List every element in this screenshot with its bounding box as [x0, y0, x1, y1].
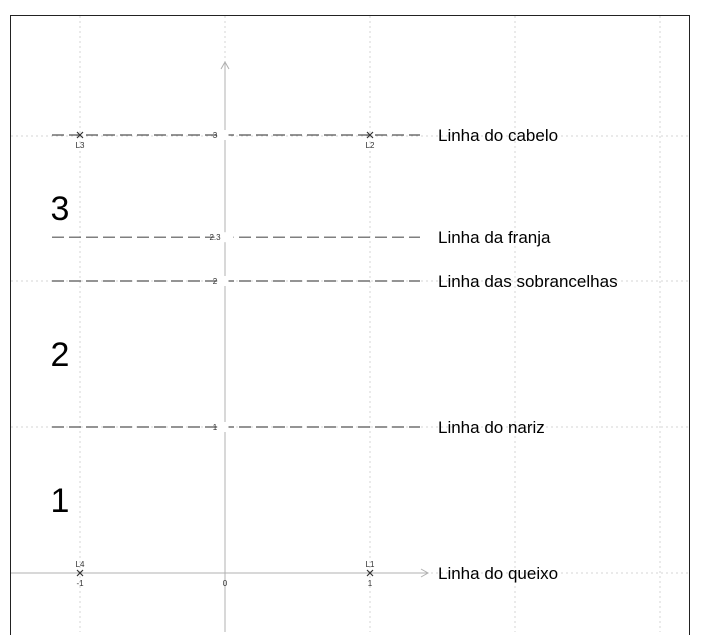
region-numbers: 1 2 3 — [51, 190, 70, 520]
region-number: 1 — [51, 482, 70, 520]
point-marker-icon — [366, 569, 374, 577]
point-marker-icon — [76, 569, 84, 577]
landmark-points: L1 L2 L3 L4 — [76, 131, 375, 577]
diagram-frame — [10, 15, 690, 635]
tick-label-bg — [214, 232, 234, 243]
point-label: L3 — [76, 141, 85, 150]
x-tick-label: 0 — [223, 579, 228, 588]
y-tick-label: 2 — [213, 277, 218, 286]
y-tick-label: 2.3 — [209, 233, 221, 242]
axis-ticks: 1 2 2.3 3 -1 0 1 — [76, 130, 373, 588]
x-tick-label: 1 — [368, 579, 373, 588]
background-grid — [11, 16, 689, 632]
guide-line-label: Linha da franja — [438, 228, 551, 247]
tick-label-bg — [219, 130, 229, 140]
guide-line-label: Linha do cabelo — [438, 126, 558, 145]
point-label: L1 — [366, 560, 375, 569]
guide-line-label: Linha do queixo — [438, 564, 558, 583]
point-label: L4 — [76, 560, 85, 569]
tick-label-bg — [219, 276, 229, 286]
y-tick-label: 3 — [213, 131, 218, 140]
guide-line-label: Linha das sobrancelhas — [438, 272, 618, 291]
point-label: L2 — [366, 141, 375, 150]
x-axis-arrow-icon — [420, 568, 430, 578]
y-tick-label: 1 — [213, 423, 218, 432]
y-axis-arrow-icon — [220, 60, 230, 70]
guide-line-label: Linha do nariz — [438, 418, 545, 437]
point-marker-icon — [76, 131, 84, 139]
tick-label-bg — [219, 422, 229, 432]
guide-line-labels: Linha do queixo Linha do nariz Linha das s… — [438, 126, 618, 583]
x-tick-label: -1 — [76, 579, 84, 588]
point-marker-icon — [366, 131, 374, 139]
guide-lines — [52, 134, 420, 428]
region-number: 2 — [51, 336, 70, 374]
region-number: 3 — [51, 190, 70, 228]
